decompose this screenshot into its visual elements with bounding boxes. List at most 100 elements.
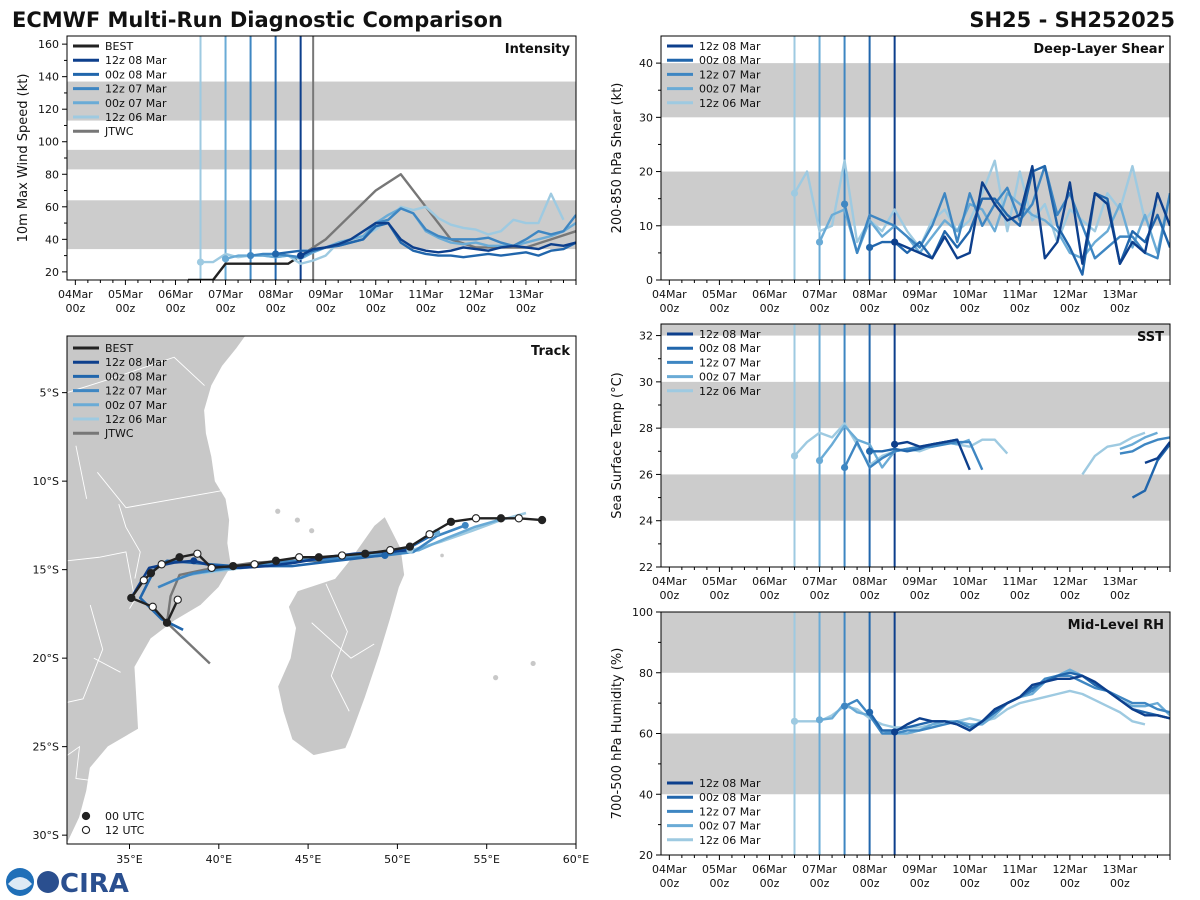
best-12utc-marker bbox=[173, 595, 182, 604]
lat-tick-label: 25°S bbox=[33, 741, 59, 754]
x-tick-label-day: 04Mar bbox=[652, 863, 687, 876]
init-marker-00z-08-mar bbox=[866, 708, 874, 716]
x-tick-label-hour: 00z bbox=[1060, 302, 1080, 315]
threshold-band bbox=[661, 733, 1170, 795]
country-border bbox=[118, 504, 141, 579]
lat-tick-label: 30°S bbox=[33, 829, 59, 842]
x-tick-label-hour: 00z bbox=[1060, 589, 1080, 602]
x-tick-label-hour: 00z bbox=[910, 877, 930, 890]
x-tick-label-day: 09Mar bbox=[902, 863, 937, 876]
legend-label-12z-06-mar: 12z 06 Mar bbox=[699, 385, 761, 398]
best-00utc-marker bbox=[228, 561, 238, 571]
island bbox=[294, 517, 300, 523]
legend-label-12z-08-mar: 12z 08 Mar bbox=[699, 328, 761, 341]
init-marker-00z-08-mar bbox=[272, 250, 280, 258]
plot-area bbox=[67, 36, 576, 280]
init-marker-00z-07-mar bbox=[815, 238, 824, 246]
init-marker-00z-08-mar bbox=[866, 243, 874, 252]
run-position-marker bbox=[461, 521, 469, 529]
best-00utc-marker bbox=[361, 549, 370, 558]
best-00utc-marker bbox=[314, 553, 323, 562]
x-tick-label-day: 11Mar bbox=[1002, 575, 1037, 588]
panel-title: SST bbox=[1137, 330, 1164, 345]
x-tick-label-hour: 00z bbox=[316, 302, 336, 315]
lat-tick-label: 5°S bbox=[40, 387, 59, 400]
y-tick-label: 80 bbox=[45, 168, 59, 181]
x-tick-label-hour: 00z bbox=[1060, 877, 1080, 890]
x-tick-label-hour: 00z bbox=[416, 302, 436, 315]
legend-label-utc: 12 UTC bbox=[105, 824, 145, 837]
init-marker-12z-08-mar bbox=[297, 252, 305, 260]
x-tick-label-day: 09Mar bbox=[902, 288, 937, 301]
x-tick-label-hour: 00z bbox=[1010, 302, 1030, 315]
lon-tick-label: 40°E bbox=[206, 853, 232, 866]
plot-area bbox=[661, 324, 1170, 567]
x-tick-label-day: 13Mar bbox=[509, 288, 544, 301]
series-12z-06-mar bbox=[794, 689, 1146, 729]
legend-label-12z-06-mar: 12z 06 Mar bbox=[699, 97, 761, 110]
rh-panel: 04Mar00z05Mar00z06Mar00z07Mar00z08Mar00z… bbox=[610, 606, 1171, 890]
x-tick-label-hour: 00z bbox=[1010, 877, 1030, 890]
legend-label-12z-08-mar: 12z 08 Mar bbox=[699, 40, 761, 53]
country-border bbox=[97, 472, 227, 509]
x-tick-label-day: 08Mar bbox=[258, 288, 293, 301]
y-tick-label: 24 bbox=[639, 515, 653, 528]
x-tick-label-hour: 00z bbox=[760, 589, 780, 602]
legend-label-12z-08-mar: 12z 08 Mar bbox=[105, 356, 167, 369]
threshold-band bbox=[661, 381, 1170, 429]
legend-label-best: BEST bbox=[105, 342, 133, 355]
threshold-band bbox=[661, 324, 1170, 336]
mainland-africa bbox=[67, 336, 247, 844]
logo-text: CIRA bbox=[60, 869, 129, 899]
y-tick-label: 140 bbox=[38, 71, 59, 84]
y-tick-label: 40 bbox=[639, 57, 653, 70]
best-12utc-marker bbox=[148, 602, 157, 611]
y-tick-label: 20 bbox=[639, 849, 653, 862]
island bbox=[275, 508, 281, 514]
x-tick-label-day: 13Mar bbox=[1103, 575, 1138, 588]
legend-label-00z-08-mar: 00z 08 Mar bbox=[699, 54, 761, 67]
x-tick-label-hour: 00z bbox=[366, 302, 386, 315]
legend-label-12z-08-mar: 12z 08 Mar bbox=[105, 54, 167, 67]
best-00utc-marker bbox=[496, 514, 506, 523]
island bbox=[493, 675, 499, 681]
best-00utc-marker bbox=[446, 517, 456, 527]
lon-tick-label: 35°E bbox=[116, 853, 142, 866]
series-12z-08-mar bbox=[894, 164, 1170, 265]
x-tick-label-day: 04Mar bbox=[652, 575, 687, 588]
y-tick-label: 10 bbox=[639, 220, 653, 233]
x-tick-label-day: 04Mar bbox=[58, 288, 93, 301]
series-jtwc bbox=[299, 173, 576, 257]
best-12utc-marker bbox=[193, 549, 202, 558]
x-tick-label-hour: 00z bbox=[860, 877, 880, 890]
series-12z-08-mar bbox=[894, 674, 1170, 734]
x-tick-label-hour: 00z bbox=[65, 302, 85, 315]
threshold-band bbox=[661, 171, 1170, 226]
x-tick-label-day: 10Mar bbox=[952, 863, 987, 876]
y-tick-label: 120 bbox=[38, 103, 59, 116]
legend-12utc-marker bbox=[81, 825, 91, 835]
series-00z-08-mar-late bbox=[1131, 443, 1170, 499]
legend-label-00z-08-mar: 00z 08 Mar bbox=[105, 370, 167, 383]
legend-label-12z-06-mar: 12z 06 Mar bbox=[105, 111, 167, 124]
best-00utc-marker bbox=[146, 569, 156, 578]
x-tick-label-hour: 00z bbox=[760, 877, 780, 890]
run-position-marker bbox=[190, 557, 198, 565]
lat-tick-label: 20°S bbox=[33, 652, 59, 665]
x-tick-label-day: 10Mar bbox=[952, 575, 987, 588]
jtwc-track-tail bbox=[166, 621, 211, 665]
series-00z-07-mar-late bbox=[1119, 431, 1158, 451]
y-tick-label: 40 bbox=[639, 788, 653, 801]
x-tick-label-day: 07Mar bbox=[208, 288, 243, 301]
x-tick-label-day: 06Mar bbox=[752, 863, 787, 876]
x-tick-label-hour: 00z bbox=[116, 302, 136, 315]
x-tick-label-day: 12Mar bbox=[1052, 288, 1087, 301]
init-marker-12z-06-mar bbox=[790, 717, 799, 725]
y-tick-label: 22 bbox=[639, 561, 653, 574]
legend-label-00z-07-mar: 00z 07 Mar bbox=[105, 399, 167, 412]
legend-label-jtwc: JTWC bbox=[104, 125, 134, 138]
plot-area bbox=[661, 612, 1170, 855]
